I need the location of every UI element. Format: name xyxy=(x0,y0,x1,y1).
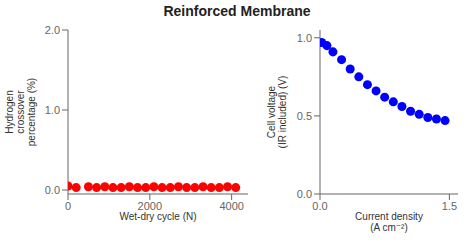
svg-text:1.0: 1.0 xyxy=(297,32,312,44)
svg-text:0: 0 xyxy=(65,200,71,212)
svg-text:1.5: 1.5 xyxy=(442,200,457,212)
svg-text:1.0: 1.0 xyxy=(45,104,60,116)
svg-text:Current density(A cm⁻²): Current density(A cm⁻²) xyxy=(355,211,423,233)
svg-text:0.5: 0.5 xyxy=(297,110,312,122)
svg-text:0.0: 0.0 xyxy=(312,200,327,212)
svg-text:0.0: 0.0 xyxy=(297,188,312,200)
svg-text:Cell voltage(IR included) (V): Cell voltage(IR included) (V) xyxy=(265,76,287,149)
svg-text:0.0: 0.0 xyxy=(45,184,60,196)
svg-text:2000: 2000 xyxy=(138,200,162,212)
svg-text:2.0: 2.0 xyxy=(45,24,60,36)
svg-text:4000: 4000 xyxy=(219,200,243,212)
svg-text:Wet-dry cycle (N): Wet-dry cycle (N) xyxy=(119,211,196,222)
html-text:Reinforced Membrane: Reinforced Membrane xyxy=(163,3,311,19)
svg-text:Hydrogencrossoverpercentage (%: Hydrogencrossoverpercentage (%) xyxy=(8,78,36,146)
